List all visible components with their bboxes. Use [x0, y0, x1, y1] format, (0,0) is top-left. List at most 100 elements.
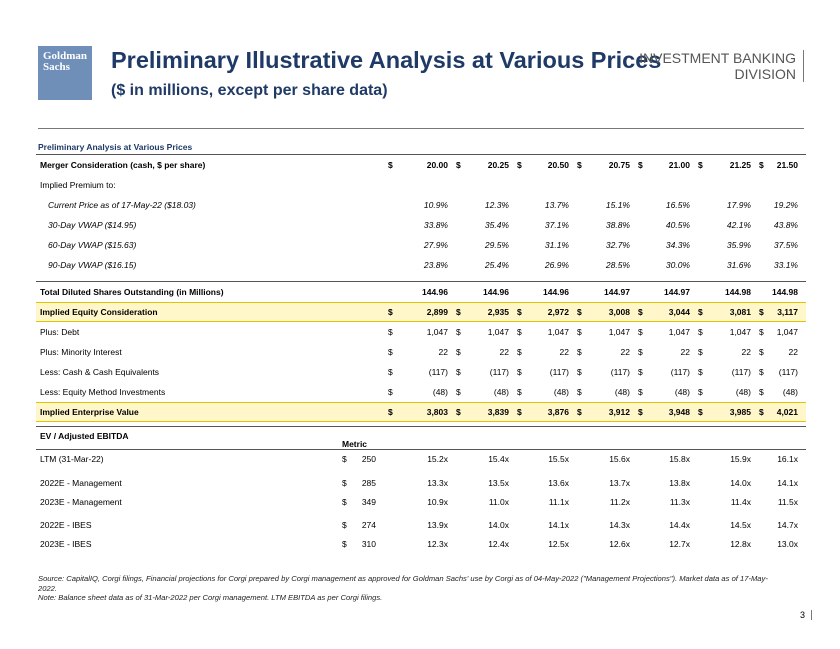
cell: 1,047 — [547, 327, 569, 337]
cell: (117) — [670, 367, 690, 377]
cell: 15.9x — [730, 454, 751, 464]
page-number: 3 — [800, 610, 812, 620]
row-label: Implied Enterprise Value — [40, 407, 139, 417]
cell: 3,948 — [668, 407, 690, 417]
cell: (48) — [614, 387, 630, 397]
cell: 1,047 — [426, 327, 448, 337]
cell: 19.2% — [773, 200, 798, 210]
cell: 21.00 — [668, 160, 690, 170]
dollar-sign: $ — [577, 327, 582, 337]
cell: 13.7% — [544, 200, 569, 210]
cell: 3,839 — [487, 407, 509, 417]
dollar-sign: $ — [342, 454, 347, 464]
dollar-sign: $ — [638, 160, 643, 170]
cell: 20.00 — [426, 160, 448, 170]
cell: 33.1% — [773, 260, 798, 270]
multiple-row: 2023E - IBES $ 310 12.3x 12.4x 12.5x 12.… — [36, 535, 806, 554]
dollar-sign: $ — [759, 367, 764, 377]
cell: 26.9% — [544, 260, 569, 270]
premium-row: 30-Day VWAP ($14.95) 33.8% 35.4% 37.1% 3… — [36, 215, 806, 235]
cell: 22 — [438, 347, 448, 357]
cell: (117) — [428, 367, 448, 377]
cell: 32.7% — [605, 240, 630, 250]
cell: 40.5% — [665, 220, 690, 230]
cell: 10.9% — [423, 200, 448, 210]
cell: 13.3x — [427, 478, 448, 488]
cell: 11.0x — [488, 497, 509, 507]
cell: (117) — [610, 367, 630, 377]
cell: 11.5x — [777, 497, 798, 507]
cell: (117) — [549, 367, 569, 377]
dollar-sign: $ — [517, 347, 522, 357]
cell: 12.4x — [488, 539, 509, 549]
cell: 14.7x — [777, 520, 798, 530]
metric-value: 285 — [361, 478, 376, 488]
multiple-row: 2022E - IBES $ 274 13.9x 14.0x 14.1x 14.… — [36, 516, 806, 535]
implied-premium-header: Implied Premium to: — [36, 175, 806, 195]
dollar-sign: $ — [638, 307, 643, 317]
dollar-sign: $ — [638, 347, 643, 357]
dollar-sign: $ — [698, 327, 703, 337]
cell: (117) — [731, 367, 751, 377]
cell: 13.7x — [609, 478, 630, 488]
cell: 14.3x — [609, 520, 630, 530]
dollar-sign: $ — [342, 539, 347, 549]
cell: 17.9% — [726, 200, 751, 210]
cell: 12.7x — [669, 539, 690, 549]
multiple-row: 2022E - Management $ 285 13.3x 13.5x 13.… — [36, 474, 806, 493]
cell: (48) — [674, 387, 690, 397]
balance-sheet-note: Note: Balance sheet data as of 31-Mar-20… — [38, 593, 383, 602]
cell: 3,876 — [547, 407, 569, 417]
dollar-sign: $ — [388, 347, 393, 357]
dollar-sign: $ — [759, 160, 764, 170]
cell: 14.0x — [488, 520, 509, 530]
footnote: Source: CapitalIQ, Corgi filings, Financ… — [38, 574, 768, 603]
dollar-sign: $ — [388, 307, 393, 317]
cell: 42.1% — [726, 220, 751, 230]
bridge-row: Plus: Debt $ 1,047 $ 1,047 $ 1,047 $ 1,0… — [36, 322, 806, 342]
dollar-sign: $ — [698, 347, 703, 357]
source-note: Source: CapitalIQ, Corgi filings, Financ… — [38, 574, 768, 593]
analysis-table: Preliminary Analysis at Various Prices M… — [36, 140, 806, 554]
dollar-sign: $ — [517, 160, 522, 170]
dollar-sign: $ — [698, 307, 703, 317]
premium-row: 90-Day VWAP ($16.15) 23.8% 25.4% 26.9% 2… — [36, 255, 806, 275]
cell: 10.9x — [427, 497, 448, 507]
cell: 12.3% — [484, 200, 509, 210]
section-label: EV / Adjusted EBITDA — [40, 431, 129, 441]
cell: (117) — [778, 367, 798, 377]
cell: 12.3x — [427, 539, 448, 549]
dollar-sign: $ — [759, 307, 764, 317]
row-label: Total Diluted Shares Outstanding (in Mil… — [40, 287, 224, 297]
cell: 15.2x — [427, 454, 448, 464]
dollar-sign: $ — [517, 367, 522, 377]
dollar-sign: $ — [638, 367, 643, 377]
dollar-sign: $ — [577, 407, 582, 417]
dollar-sign: $ — [342, 520, 347, 530]
cell: 14.1x — [548, 520, 569, 530]
dollar-sign: $ — [342, 497, 347, 507]
cell: 15.5x — [548, 454, 569, 464]
diluted-shares-row: Total Diluted Shares Outstanding (in Mil… — [36, 281, 806, 302]
cell: 11.1x — [548, 497, 569, 507]
cell: 2,935 — [487, 307, 509, 317]
cell: 2,899 — [426, 307, 448, 317]
cell: 38.8% — [605, 220, 630, 230]
row-label: 90-Day VWAP ($16.15) — [48, 260, 137, 270]
premium-row: Current Price as of 17-May-22 ($18.03) 1… — [36, 195, 806, 215]
dollar-sign: $ — [517, 327, 522, 337]
cell: 3,044 — [668, 307, 690, 317]
cell: 14.1x — [777, 478, 798, 488]
cell: 2,972 — [547, 307, 569, 317]
cell: 15.1% — [605, 200, 630, 210]
dollar-sign: $ — [759, 387, 764, 397]
cell: 22 — [620, 347, 630, 357]
cell: 16.5% — [665, 200, 690, 210]
dollar-sign: $ — [638, 387, 643, 397]
row-label: 2023E - IBES — [40, 539, 92, 549]
cell: 1,047 — [487, 327, 509, 337]
dollar-sign: $ — [698, 367, 703, 377]
premium-row: 60-Day VWAP ($15.63) 27.9% 29.5% 31.1% 3… — [36, 235, 806, 255]
row-label: 2023E - Management — [40, 497, 122, 507]
dollar-sign: $ — [456, 367, 461, 377]
